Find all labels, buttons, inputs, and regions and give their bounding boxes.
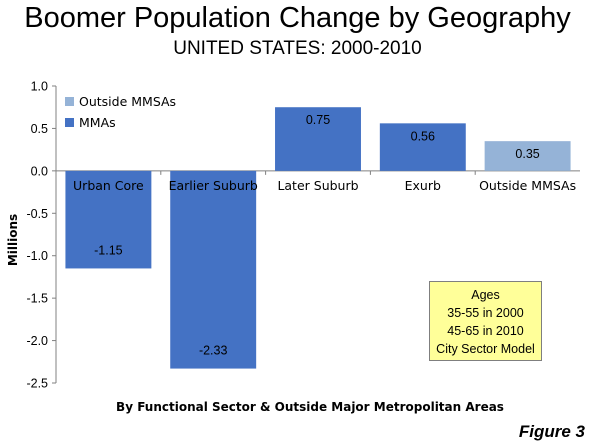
category-label: Exurb xyxy=(405,178,441,193)
y-tick-label: -2.5 xyxy=(26,377,48,391)
y-tick-label: 0.5 xyxy=(31,122,48,136)
legend-swatch xyxy=(65,118,74,127)
bar xyxy=(484,141,571,171)
annotation-line: 45-65 in 2010 xyxy=(447,324,524,338)
bar xyxy=(65,170,152,269)
annotation-line: 35-55 in 2000 xyxy=(447,306,524,320)
annotation-line: City Sector Model xyxy=(436,342,535,356)
y-axis: 1.0 0.5 0.0 -0.5 -1.0 -1.5 -2.0 -2.5 xyxy=(26,80,580,391)
bar xyxy=(379,123,466,171)
data-label: 0.56 xyxy=(411,129,435,143)
chart-title: Boomer Population Change by Geography xyxy=(24,2,571,34)
y-axis-title: Millions xyxy=(6,214,20,266)
data-label: -2.33 xyxy=(199,344,228,358)
y-tick-label: -2.0 xyxy=(26,334,48,348)
category-label: Later Suburb xyxy=(277,178,358,193)
category-label: Outside MMSAs xyxy=(479,178,576,193)
data-label: 0.35 xyxy=(515,147,539,161)
bars xyxy=(65,107,571,369)
y-tick-label: 1.0 xyxy=(31,80,48,94)
legend-label: Outside MMSAs xyxy=(79,94,176,109)
category-labels: Urban Core Earlier Suburb Later Suburb Exur… xyxy=(73,178,576,193)
bar xyxy=(170,170,257,369)
category-label: Urban Core xyxy=(73,178,144,193)
legend-swatch xyxy=(65,97,74,106)
bar xyxy=(275,107,361,171)
annotation-line: Ages xyxy=(471,288,500,302)
figure-label: Figure 3 xyxy=(518,422,585,441)
y-tick-label: -1.0 xyxy=(26,249,48,263)
legend: Outside MMSAs MMAs xyxy=(65,94,176,130)
annotation-box: Ages 35-55 in 2000 45-65 in 2010 City Se… xyxy=(429,281,542,361)
data-label: -1.15 xyxy=(94,243,123,257)
category-label: Earlier Suburb xyxy=(169,178,258,193)
chart-subtitle: UNITED STATES: 2000-2010 xyxy=(173,38,422,59)
data-label: 0.75 xyxy=(306,113,330,127)
y-tick-label: 0.0 xyxy=(31,164,48,178)
x-axis-title: By Functional Sector & Outside Major Met… xyxy=(116,400,504,414)
y-tick-label: -0.5 xyxy=(26,207,48,221)
data-labels: -1.15 -2.33 0.75 0.56 0.35 xyxy=(94,113,540,357)
y-tick-label: -1.5 xyxy=(26,292,48,306)
legend-label: MMAs xyxy=(79,115,116,130)
